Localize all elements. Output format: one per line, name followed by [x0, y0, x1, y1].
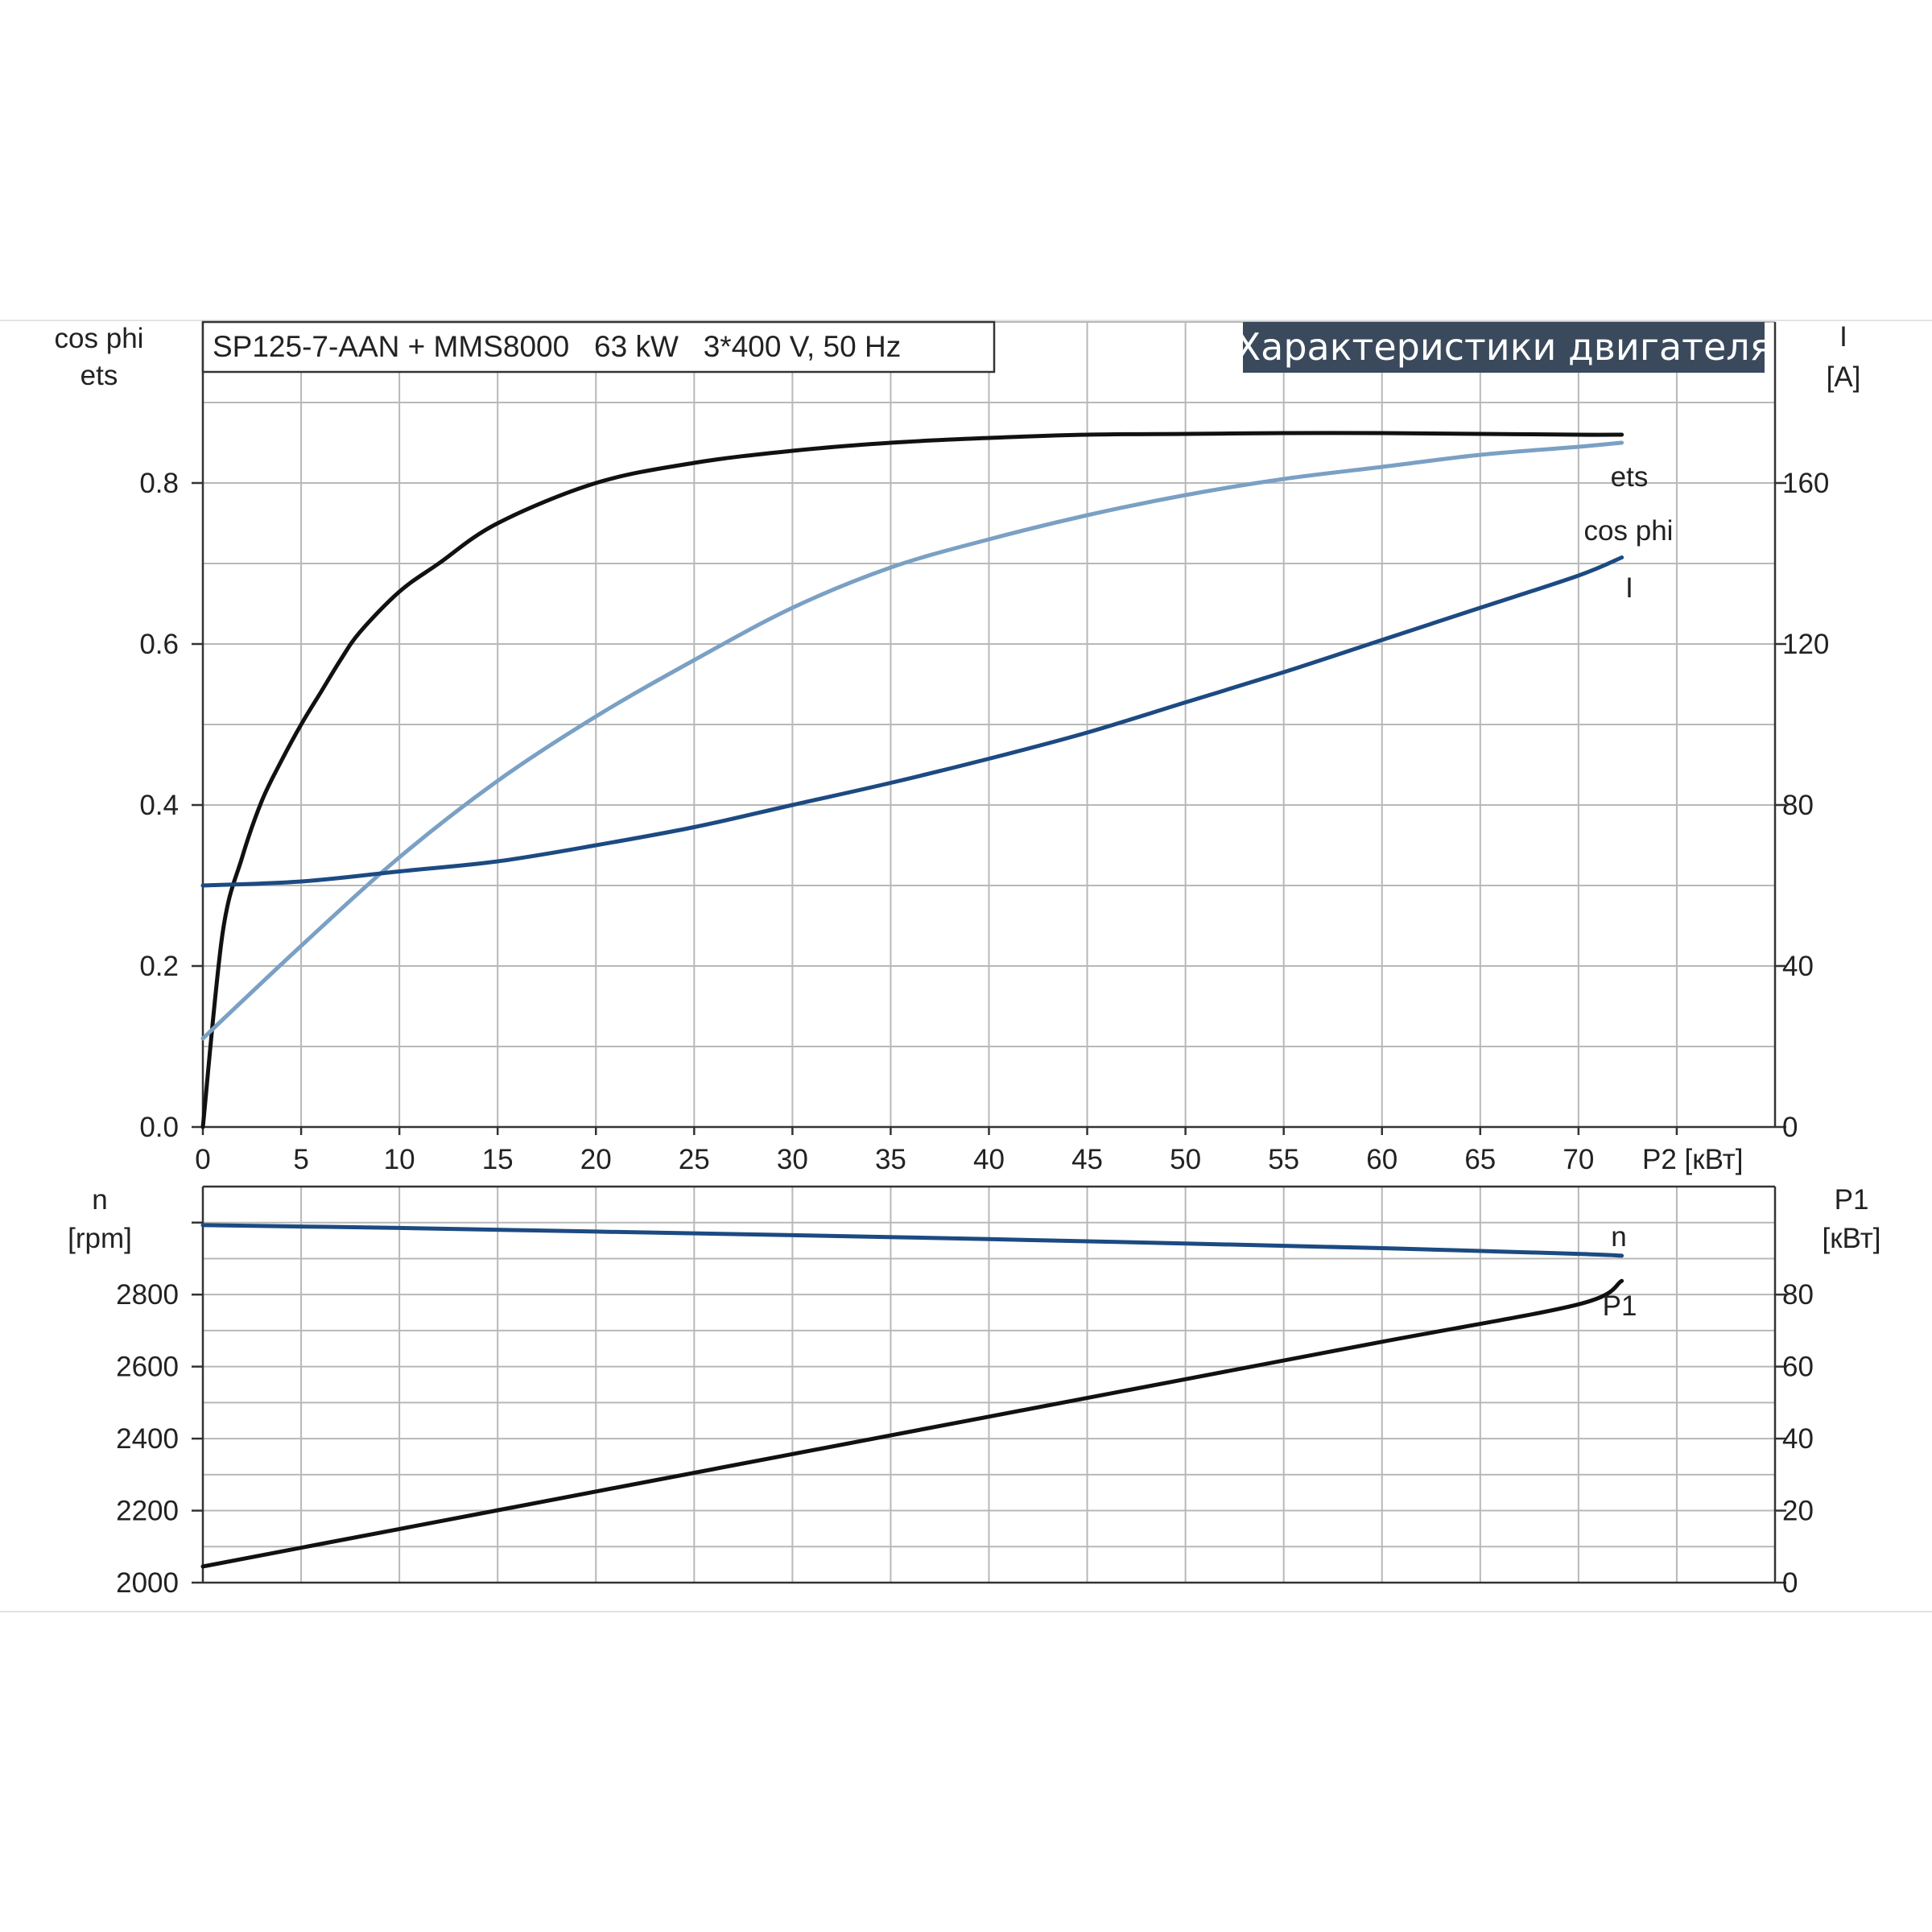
chart-title-banner-bg: [1243, 322, 1765, 373]
x-tick-label: 70: [1563, 1144, 1594, 1175]
x-tick-label: 35: [875, 1144, 906, 1175]
bottom-right-y-tick-label: 0: [1782, 1567, 1798, 1599]
top-right-y-tick-label: 0: [1782, 1112, 1798, 1143]
chart-title-banner: Характеристики двигателя: [1236, 322, 1773, 373]
x-tick-label: 45: [1071, 1144, 1103, 1175]
series-labels: ets cos phi In P1: [1584, 461, 1674, 1322]
top-left-axis-title-line1: cos phi: [55, 323, 144, 354]
bottom-right-y-tick-label: 80: [1782, 1279, 1814, 1311]
bottom-left-y-tick-label: 2600: [116, 1352, 179, 1383]
top-left-axis-title-line2: ets: [80, 360, 118, 391]
series-label-n: n: [1611, 1221, 1626, 1253]
top-left-axis-title: cos phi ets: [55, 323, 144, 391]
top-chart-ticks: 0 5 10 15 20 25 30 35 40 45 50 55 60 65 70 0.0 0.2 0.4 0.6…: [139, 468, 1829, 1175]
bottom-left-y-tick-label: 2400: [116, 1423, 179, 1455]
series-line-i: [200, 555, 1624, 888]
top-x-axis-title: P2 [кВт]: [1642, 1144, 1744, 1175]
chart-title: Характеристики двигателя: [1236, 325, 1773, 369]
x-tick-label: 10: [384, 1144, 415, 1175]
x-tick-label: 15: [482, 1144, 514, 1175]
series-line-n: [200, 1223, 1624, 1258]
top-left-y-tick-label: 0.4: [139, 790, 179, 821]
model-info-box-frame: [201, 320, 996, 374]
x-tick-label: 55: [1268, 1144, 1299, 1175]
bottom-right-axis-title: P1 [кВт]: [1823, 1184, 1881, 1254]
top-right-y-tick-label: 160: [1782, 468, 1829, 499]
series-label-p1: P1: [1603, 1290, 1637, 1322]
bottom-left-y-tick-label: 2000: [116, 1567, 179, 1599]
series-line-ets: [200, 431, 1624, 1129]
bottom-chart-grid: [203, 1186, 1775, 1583]
top-right-y-tick-label: 120: [1782, 629, 1829, 660]
top-left-y-tick-label: 0.6: [139, 629, 179, 660]
bottom-left-axis-title: n [rpm]: [68, 1184, 132, 1254]
top-right-axis-title-line2: [A]: [1827, 361, 1861, 393]
series-line-cos-phi: [200, 440, 1624, 1041]
top-chart-series: [200, 431, 1624, 1129]
series-label-cos-phi: cos phi: [1584, 515, 1674, 547]
bottom-right-y-tick-label: 60: [1782, 1352, 1814, 1383]
bottom-left-axis-title-line2: [rpm]: [68, 1223, 132, 1254]
top-left-y-tick-label: 0.2: [139, 951, 179, 982]
bottom-right-y-tick-label: 40: [1782, 1423, 1814, 1455]
x-tick-label: 65: [1464, 1144, 1496, 1175]
top-right-axis-title: I [A]: [1827, 321, 1861, 393]
x-tick-label: 30: [777, 1144, 808, 1175]
top-right-y-tick-label: 40: [1782, 951, 1814, 982]
series-line-p1: [200, 1278, 1624, 1569]
series-label-ets: ets: [1611, 461, 1649, 493]
x-tick-label: 50: [1170, 1144, 1201, 1175]
bottom-right-axis-title-line1: P1: [1835, 1184, 1869, 1216]
bottom-right-axis-title-line2: [кВт]: [1823, 1223, 1881, 1254]
x-tick-label: 20: [580, 1144, 612, 1175]
bottom-left-y-tick-label: 2800: [116, 1279, 179, 1311]
bottom-chart-axes: [201, 1185, 1777, 1584]
x-tick-label: 60: [1366, 1144, 1397, 1175]
bottom-chart-series: [200, 1223, 1624, 1569]
x-tick-label: 0: [195, 1144, 210, 1175]
top-left-y-tick-label: 0.8: [139, 468, 179, 499]
top-right-axis-title-line1: I: [1839, 321, 1847, 353]
top-right-y-tick-label: 80: [1782, 790, 1814, 821]
top-left-y-tick-label: 0.0: [139, 1112, 179, 1143]
x-tick-label: 5: [293, 1144, 308, 1175]
bottom-right-y-tick-label: 20: [1782, 1496, 1814, 1527]
series-label-i: I: [1625, 572, 1633, 604]
bottom-left-axis-title-line1: n: [92, 1184, 107, 1216]
model-info-text: SP125-7-AAN + MMS8000 63 kW 3*400 V, 50 …: [213, 330, 901, 363]
model-info-box: SP125-7-AAN + MMS8000 63 kW 3*400 V, 50 …: [201, 320, 996, 374]
top-chart-grid: [203, 321, 1775, 1127]
bottom-chart-ticks: 2000 2200 2400 2600 2800 0 20 40 60 80: [116, 1221, 1814, 1599]
bottom-left-y-tick-label: 2200: [116, 1496, 179, 1527]
x-tick-label: 40: [973, 1144, 1005, 1175]
x-tick-label: 25: [679, 1144, 710, 1175]
